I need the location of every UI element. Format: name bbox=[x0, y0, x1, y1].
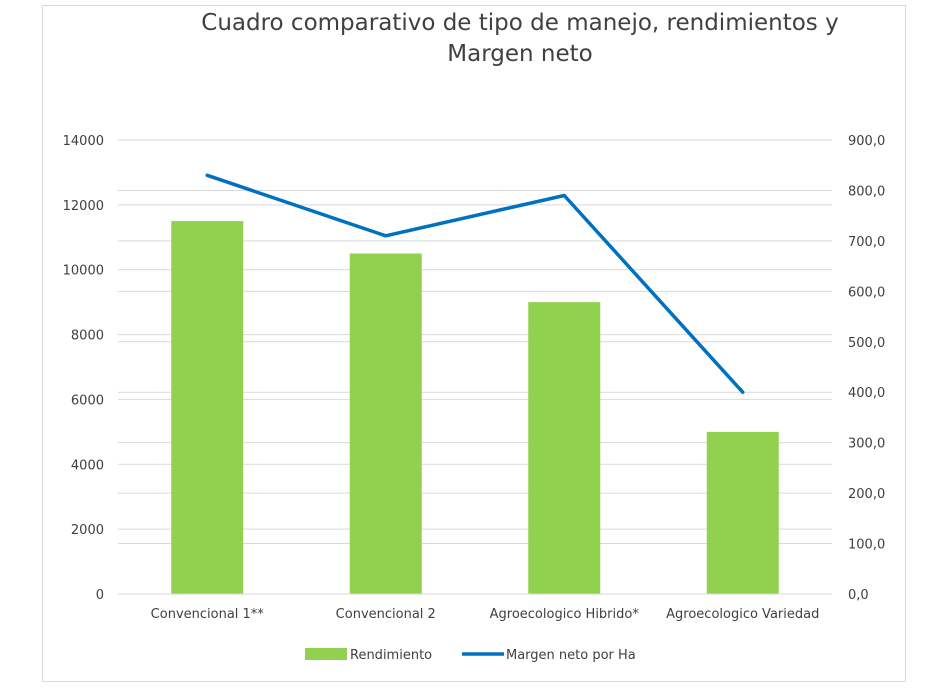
y-right-tick-label: 400,0 bbox=[848, 386, 885, 401]
y-left-tick-label: 6000 bbox=[71, 393, 104, 408]
y-left-tick-label: 0 bbox=[96, 588, 104, 603]
y-right-tick-label: 600,0 bbox=[848, 285, 885, 300]
y-right-tick-label: 900,0 bbox=[848, 134, 885, 149]
chart-title-line-2: Margen neto bbox=[447, 41, 593, 67]
bar-rendimiento bbox=[528, 302, 601, 594]
x-category-label: Agroecologico Hibrido* bbox=[490, 607, 640, 622]
y-right-tick-label: 200,0 bbox=[848, 487, 885, 502]
y-left-tick-label: 10000 bbox=[63, 264, 104, 279]
y-right-tick-label: 500,0 bbox=[848, 336, 885, 351]
chart-title-line-1: Cuadro comparativo de tipo de manejo, re… bbox=[201, 10, 839, 36]
legend-swatch-rendimiento bbox=[305, 648, 347, 660]
y-right-tick-label: 0,0 bbox=[848, 588, 869, 603]
x-category-label: Convencional 1** bbox=[151, 607, 265, 622]
bar-rendimiento bbox=[349, 253, 422, 594]
line-margen-neto bbox=[205, 173, 745, 394]
y-right-tick-label: 700,0 bbox=[848, 235, 885, 250]
y-right-tick-label: 800,0 bbox=[848, 184, 885, 199]
y-left-tick-label: 12000 bbox=[63, 199, 104, 214]
bar-rendimiento bbox=[171, 221, 244, 595]
legend-label-margen-neto: Margen neto por Ha bbox=[506, 648, 636, 663]
y-left-tick-label: 4000 bbox=[71, 458, 104, 473]
x-category-label: Convencional 2 bbox=[336, 607, 436, 622]
y-left-tick-label: 8000 bbox=[71, 329, 104, 344]
y-right-tick-label: 100,0 bbox=[848, 538, 885, 553]
chart-title: Cuadro comparativo de tipo de manejo, re… bbox=[70, 8, 946, 70]
x-category-label: Agroecologico Variedad bbox=[666, 607, 819, 622]
y-left-tick-label: 2000 bbox=[71, 523, 104, 538]
y-left-tick-label: 14000 bbox=[63, 134, 104, 149]
bar-rendimiento bbox=[706, 431, 779, 594]
y-right-tick-label: 300,0 bbox=[848, 437, 885, 452]
legend-label-rendimiento: Rendimiento bbox=[350, 648, 432, 663]
